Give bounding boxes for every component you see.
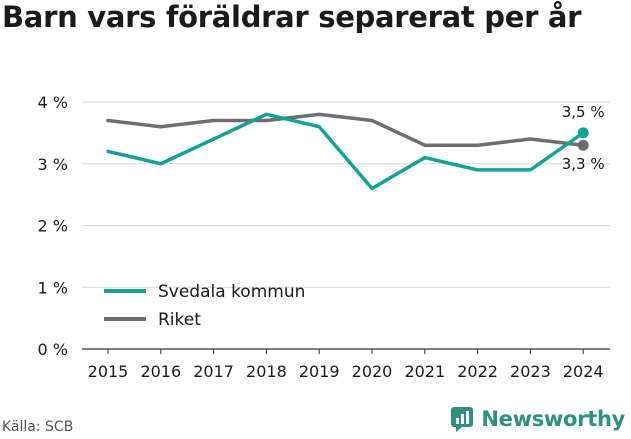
- series-line-svedala-kommun: [106, 112, 585, 191]
- end-label-riket: 3,3 %: [562, 155, 605, 173]
- brand-name: Newsworthy: [481, 407, 625, 431]
- newsworthy-icon: [451, 407, 474, 432]
- x-tick-label: 2018: [246, 362, 287, 381]
- y-tick-label: 4 %: [38, 93, 68, 112]
- x-tick-label: 2015: [88, 362, 129, 381]
- end-point-riket: [577, 139, 589, 151]
- legend: Svedala kommun Riket: [104, 282, 305, 330]
- line-chart: 0 % 1 % 2 % 3 % 4 % 2015 2016 2017 2018 2019 2020…: [38, 93, 610, 381]
- x-tick-label: 2019: [299, 362, 340, 381]
- x-tick-label: 2021: [404, 362, 445, 381]
- legend-label-riket: Riket: [158, 310, 201, 330]
- y-tick-label: 2 %: [38, 217, 68, 236]
- y-tick-label: 0 %: [38, 340, 68, 359]
- x-tick-label: 2020: [352, 362, 393, 381]
- x-tick-label: 2023: [510, 362, 551, 381]
- grid-lines: [82, 101, 610, 350]
- legend-label-svedala-kommun: Svedala kommun: [158, 282, 305, 302]
- chart-title: Barn vars föräldrar separerat per år: [2, 0, 582, 34]
- y-tick-label: 1 %: [38, 278, 68, 297]
- x-tick-label: 2016: [140, 362, 181, 381]
- x-tick-label: 2017: [193, 362, 234, 381]
- source-label: Källa: SCB: [2, 419, 74, 435]
- end-point-svedala-kommun: [577, 127, 589, 139]
- end-label-svedala: 3,5 %: [562, 103, 605, 121]
- x-tick-label: 2024: [563, 362, 604, 381]
- y-tick-label: 3 %: [38, 155, 68, 174]
- end-labels: 3,5 % 3,3 %: [562, 103, 605, 173]
- series-lines: [106, 112, 589, 191]
- x-tick-label: 2022: [457, 362, 498, 381]
- newsworthy-logo: Newsworthy: [450, 406, 625, 432]
- series-line-riket: [106, 112, 585, 147]
- y-axis-tick-labels: 0 % 1 % 2 % 3 % 4 %: [38, 93, 68, 359]
- x-axis: 2015 2016 2017 2018 2019 2020 2021 2022 2023 2024: [88, 349, 604, 381]
